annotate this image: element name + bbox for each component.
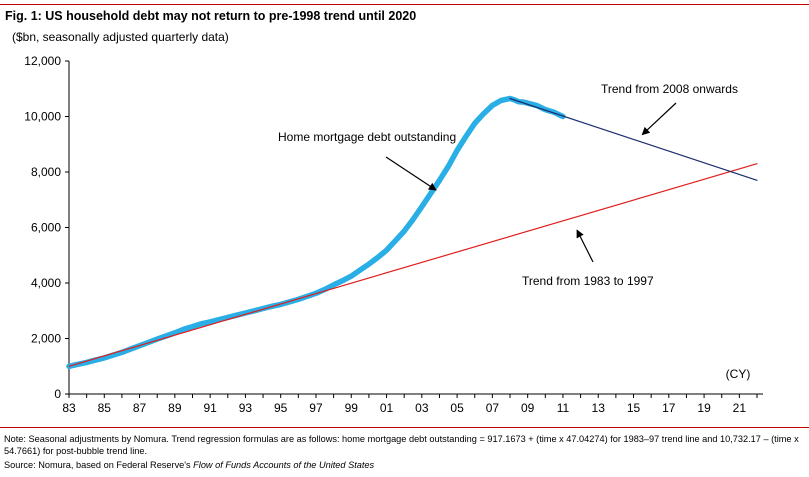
x-tick-label: 07	[486, 401, 500, 415]
y-tick-label: 8,000	[31, 165, 61, 179]
x-tick-label: 03	[415, 401, 429, 415]
x-tick-label: 85	[98, 401, 112, 415]
x-tick-label: 01	[380, 401, 394, 415]
label-mortgage: Home mortgage debt outstanding	[278, 130, 456, 144]
annotation-arrow	[641, 102, 677, 136]
y-tick-label: 2,000	[31, 332, 61, 346]
chart-note: Note: Seasonal adjustments by Nomura. Tr…	[4, 434, 799, 456]
x-tick-label: 99	[345, 401, 359, 415]
x-tick-label: 21	[733, 401, 747, 415]
y-tick-label: 10,000	[24, 110, 61, 124]
x-tick-label: 89	[168, 401, 182, 415]
unit-subtitle: ($bn, seasonally adjusted quarterly data…	[12, 30, 229, 44]
y-tick-label: 12,000	[24, 54, 61, 68]
x-tick-label: 13	[592, 401, 606, 415]
axes: 0 2,000 4,000 6,000 8,000 10,000 12,000 83 85 87 8…	[24, 54, 763, 415]
x-unit-label: (CY)	[726, 367, 751, 381]
x-tick-label: 93	[239, 401, 253, 415]
x-tick-label: 09	[521, 401, 535, 415]
annotations: Home mortgage debt outstanding Trend from…	[278, 82, 738, 288]
source-prefix: Source: Nomura, based on Federal Reserve…	[4, 460, 194, 470]
x-tick-label: 83	[62, 401, 76, 415]
series-layer	[66, 95, 758, 370]
y-tick-label: 0	[54, 387, 61, 401]
label-trend-2008: Trend from 2008 onwards	[601, 82, 738, 96]
line-chart: 0 2,000 4,000 6,000 8,000 10,000 12,000 83 85 87 8…	[24, 54, 763, 415]
y-tick-label: 6,000	[31, 221, 61, 235]
x-tick-label: 87	[133, 401, 147, 415]
chart-source: Source: Nomura, based on Federal Reserve…	[4, 460, 374, 470]
annotation-arrow	[576, 229, 594, 263]
annotation-arrow	[385, 156, 437, 191]
x-tick-label: 95	[274, 401, 288, 415]
x-tick-label: 15	[627, 401, 641, 415]
x-tick-label: 97	[309, 401, 323, 415]
top-rule	[0, 4, 809, 5]
figure-title: Fig. 1: US household debt may not return…	[5, 9, 417, 23]
label-trend-1983-1997: Trend from 1983 to 1997	[522, 274, 654, 288]
x-tick-label: 17	[662, 401, 676, 415]
x-tick-label: 91	[203, 401, 217, 415]
x-tick-label: 19	[697, 401, 711, 415]
bottom-rule	[0, 427, 809, 428]
x-tick-label: 11	[557, 401, 570, 415]
x-tick-label: 05	[450, 401, 464, 415]
mortgage-debt-line	[66, 95, 566, 370]
y-tick-label: 4,000	[31, 276, 61, 290]
trend-2008-line	[509, 97, 758, 181]
source-publication: Flow of Funds Accounts of the United Sta…	[193, 460, 375, 470]
trend-1983-1997-line	[68, 163, 758, 367]
